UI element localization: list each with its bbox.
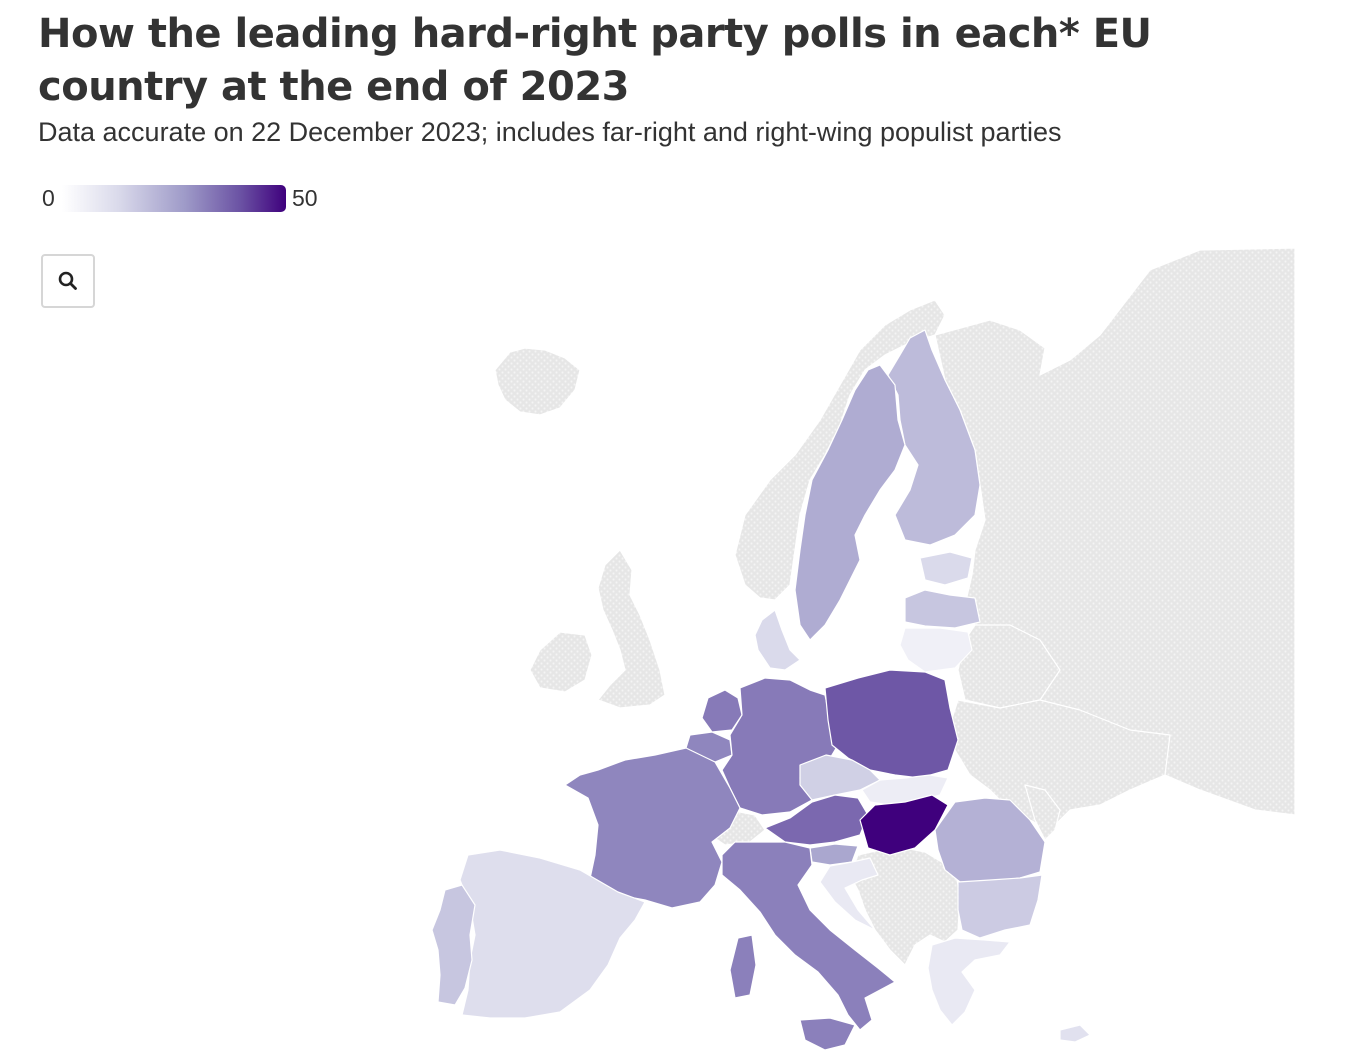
non-eu-uk bbox=[597, 549, 666, 709]
country-hungary[interactable] bbox=[859, 794, 949, 856]
legend-gradient-bar bbox=[62, 185, 286, 212]
legend-min-label: 0 bbox=[42, 185, 55, 211]
country-spain[interactable] bbox=[459, 849, 646, 1019]
map-area bbox=[0, 230, 1356, 1056]
country-sweden[interactable] bbox=[794, 364, 906, 641]
non-eu-iceland bbox=[494, 347, 581, 416]
country-romania[interactable] bbox=[934, 797, 1046, 883]
country-lithuania[interactable] bbox=[899, 627, 973, 673]
non-eu-ukraine bbox=[949, 699, 1171, 831]
country-croatia[interactable] bbox=[819, 857, 879, 931]
country-italy[interactable] bbox=[721, 841, 896, 1031]
country-greece[interactable] bbox=[927, 937, 1011, 1026]
non-eu-balkans bbox=[849, 847, 961, 966]
europe-map bbox=[431, 247, 1296, 1051]
non-eu-regions bbox=[494, 247, 1296, 966]
country-portugal[interactable] bbox=[431, 884, 476, 1006]
non-eu-moldova bbox=[1024, 784, 1061, 841]
country-latvia[interactable] bbox=[904, 589, 981, 629]
country-italy-sardinia[interactable] bbox=[729, 934, 757, 999]
country-poland[interactable] bbox=[824, 669, 959, 779]
non-eu-ireland bbox=[529, 631, 593, 693]
page-title: How the leading hard-right party polls i… bbox=[38, 11, 1152, 110]
country-estonia[interactable] bbox=[919, 551, 973, 586]
country-france[interactable] bbox=[564, 747, 741, 909]
eu-countries bbox=[431, 329, 1091, 1051]
zoom-search-button[interactable] bbox=[41, 254, 95, 308]
search-icon bbox=[58, 271, 77, 290]
country-italy-sicily[interactable] bbox=[799, 1017, 856, 1051]
legend-max-label: 50 bbox=[292, 185, 318, 211]
country-cyprus[interactable] bbox=[1059, 1024, 1091, 1043]
country-bulgaria[interactable] bbox=[957, 874, 1043, 939]
country-finland[interactable] bbox=[887, 329, 981, 546]
page-subtitle: Data accurate on 22 December 2023; inclu… bbox=[38, 117, 1062, 147]
non-eu-norway bbox=[734, 299, 946, 601]
country-denmark[interactable] bbox=[754, 609, 801, 671]
